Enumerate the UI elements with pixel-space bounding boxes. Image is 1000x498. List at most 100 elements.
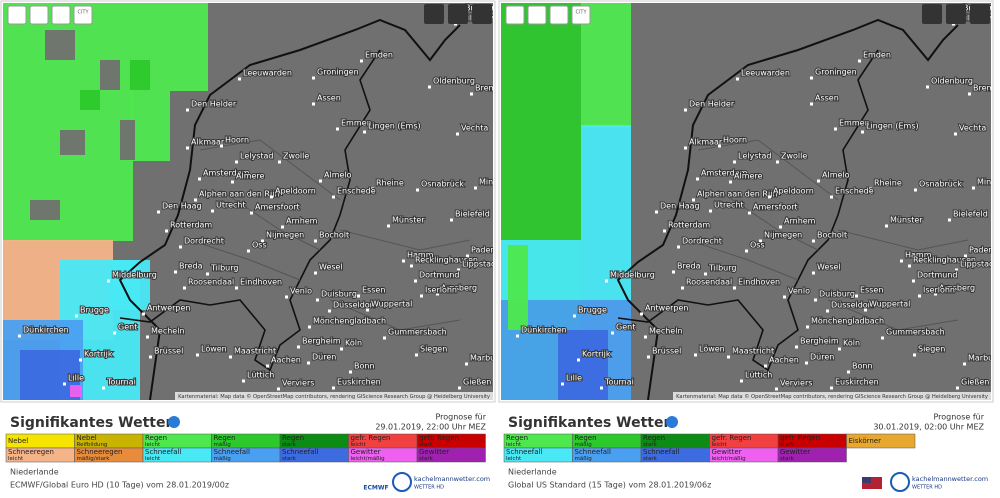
city-label: Oldenburg — [433, 77, 475, 86]
city-label: Rheine — [874, 179, 902, 188]
city-dot — [179, 245, 182, 249]
brand-logo — [392, 472, 412, 492]
city-dot — [308, 325, 311, 329]
city-label: Mecheln — [151, 327, 185, 336]
city-label: Bonn — [354, 362, 375, 371]
legend-sub: stark — [419, 456, 434, 462]
city-label: Gent — [118, 323, 137, 332]
city-label: Almelo — [324, 171, 352, 180]
city-label: Dordrecht — [682, 237, 722, 246]
weather-area — [110, 260, 150, 310]
city-dot — [428, 85, 431, 89]
city-label: Emden — [863, 51, 891, 60]
city-label: Kortrijk — [84, 350, 113, 359]
city-dot — [357, 294, 360, 298]
city-label: Iserlohn — [923, 286, 955, 295]
panel: BremerhavenWilhelmshavenEmdenLeeuwardenG… — [0, 0, 498, 492]
city-button[interactable] — [73, 5, 93, 25]
legend-name: Eiskörner — [849, 437, 882, 445]
city-dot — [206, 272, 209, 276]
city-label: Essen — [362, 286, 385, 295]
city-button-label: CITY — [77, 10, 89, 16]
weather-area — [130, 60, 150, 90]
share-button[interactable] — [448, 4, 468, 24]
city-label: Leeuwarden — [243, 69, 292, 78]
share-button[interactable] — [946, 4, 966, 24]
map: BremerhavenWilhelmshavenEmdenLeeuwardenG… — [501, 3, 1000, 400]
info-icon[interactable] — [168, 416, 180, 428]
info-icon[interactable] — [666, 416, 678, 428]
weather-area — [45, 30, 75, 60]
attribution: Kartenmaterial: Map data © OpenStreetMap… — [676, 393, 988, 400]
legend-swatch — [416, 447, 486, 463]
city-label: Bocholt — [817, 231, 847, 240]
map-button[interactable] — [51, 5, 71, 25]
regions — [687, 139, 969, 331]
city-label: Antwerpen — [147, 304, 191, 313]
city-dot — [858, 59, 861, 63]
city-dot — [776, 160, 779, 164]
city-dot — [869, 187, 872, 191]
city-dot — [285, 295, 288, 299]
city-label: Dünkirchen — [23, 326, 69, 335]
city-label: Löwen — [201, 345, 227, 354]
city-dot — [235, 160, 238, 164]
city-label: Siegen — [420, 345, 447, 354]
map-button[interactable] — [505, 5, 525, 25]
legend-name: Schneeregen — [8, 448, 54, 456]
city-dot — [963, 362, 966, 366]
share-button[interactable] — [424, 4, 444, 24]
share-button[interactable] — [472, 4, 492, 24]
city-dot — [913, 353, 916, 357]
city-dot — [336, 127, 339, 131]
city-dot — [18, 334, 21, 338]
city-label: Apeldoorn — [773, 187, 814, 196]
legend-swatch — [777, 447, 847, 463]
city-label: Bielefeld — [455, 210, 490, 219]
city-label: Bielefeld — [953, 210, 988, 219]
city-dot — [677, 245, 680, 249]
forecast-time: 30.01.2019, 02:00 Uhr MEZ — [873, 423, 984, 432]
city-label: Lingen (Ems) — [866, 122, 919, 131]
city-label: Roosendaal — [686, 278, 732, 287]
map-button[interactable] — [527, 5, 547, 25]
city-label: Mind — [479, 178, 498, 187]
city-dot — [779, 225, 782, 229]
city-dot — [663, 229, 666, 233]
city-label: Roosendaal — [188, 278, 234, 287]
city-dot — [174, 270, 177, 274]
city-dot — [684, 108, 687, 112]
map: BremerhavenWilhelmshavenEmdenLeeuwardenG… — [3, 3, 498, 400]
city-dot — [332, 195, 335, 199]
legend-name: Gewitter — [419, 448, 449, 456]
share-button[interactable] — [922, 4, 942, 24]
city-dot — [332, 386, 335, 390]
city-dot — [371, 187, 374, 191]
city-label: Maastricht — [732, 347, 774, 356]
map-button[interactable] — [7, 5, 27, 25]
city-dot — [934, 292, 937, 296]
city-dot — [238, 77, 241, 81]
share-button[interactable] — [970, 4, 990, 24]
city-label: Venlo — [788, 287, 810, 296]
city-label: Rotterdam — [668, 221, 710, 230]
city-label: Almere — [236, 172, 265, 181]
attribution-bg — [673, 392, 991, 400]
city-dot — [387, 224, 390, 228]
city-button[interactable] — [571, 5, 591, 25]
model: Global US Standard (15 Tage) vom 28.01.2… — [508, 481, 711, 490]
city-label: Den Helder — [689, 100, 735, 109]
city-label: Marburg — [968, 354, 1000, 363]
city-label: Dortmund — [419, 271, 460, 280]
map-button[interactable] — [549, 5, 569, 25]
city-label: Lüttich — [745, 371, 772, 380]
weather-area — [80, 90, 100, 110]
city-label: Enschede — [835, 187, 874, 196]
city-label: Oss — [252, 241, 267, 250]
city-label: Emden — [365, 51, 393, 60]
map-button[interactable] — [29, 5, 49, 25]
city-dot — [436, 292, 439, 296]
legend-sub: leicht — [506, 456, 522, 462]
city-dot — [79, 358, 82, 362]
legend-name: Nebel — [8, 437, 28, 445]
